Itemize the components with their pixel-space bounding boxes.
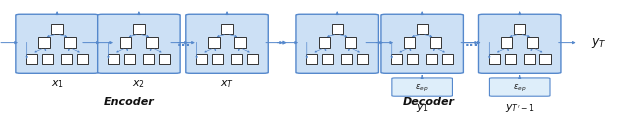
FancyBboxPatch shape (391, 54, 403, 64)
FancyBboxPatch shape (16, 15, 99, 74)
FancyBboxPatch shape (143, 54, 154, 64)
Text: $y_1$: $y_1$ (415, 101, 429, 113)
FancyBboxPatch shape (505, 54, 516, 64)
FancyBboxPatch shape (209, 38, 220, 48)
FancyBboxPatch shape (341, 54, 352, 64)
FancyBboxPatch shape (392, 78, 452, 96)
Text: Encoder: Encoder (104, 96, 155, 106)
FancyBboxPatch shape (120, 38, 131, 48)
FancyBboxPatch shape (501, 38, 512, 48)
FancyBboxPatch shape (98, 15, 180, 74)
Text: Decoder: Decoder (403, 96, 454, 106)
FancyBboxPatch shape (479, 15, 561, 74)
Text: $\epsilon_{ep}$: $\epsilon_{ep}$ (415, 82, 429, 93)
FancyBboxPatch shape (417, 25, 428, 35)
FancyBboxPatch shape (61, 54, 72, 64)
FancyBboxPatch shape (306, 54, 317, 64)
FancyBboxPatch shape (540, 54, 550, 64)
Text: ...: ... (465, 36, 479, 49)
FancyBboxPatch shape (186, 15, 268, 74)
FancyBboxPatch shape (429, 38, 441, 48)
FancyBboxPatch shape (147, 38, 157, 48)
FancyBboxPatch shape (407, 54, 419, 64)
FancyBboxPatch shape (38, 38, 50, 48)
FancyBboxPatch shape (133, 25, 145, 35)
FancyBboxPatch shape (26, 54, 37, 64)
FancyBboxPatch shape (489, 54, 500, 64)
FancyBboxPatch shape (442, 54, 453, 64)
FancyBboxPatch shape (426, 54, 437, 64)
FancyBboxPatch shape (212, 54, 223, 64)
FancyBboxPatch shape (231, 54, 242, 64)
Text: $x_1$: $x_1$ (51, 78, 63, 89)
FancyBboxPatch shape (403, 38, 415, 48)
FancyBboxPatch shape (247, 54, 258, 64)
FancyBboxPatch shape (319, 38, 330, 48)
Text: $x_T$: $x_T$ (220, 78, 234, 89)
Text: $y_{T^{\prime}-1}$: $y_{T^{\prime}-1}$ (505, 101, 534, 113)
Text: ...: ... (177, 36, 191, 49)
FancyBboxPatch shape (77, 54, 88, 64)
FancyBboxPatch shape (357, 54, 368, 64)
FancyBboxPatch shape (65, 38, 76, 48)
FancyBboxPatch shape (296, 15, 378, 74)
FancyBboxPatch shape (514, 25, 525, 35)
Text: $x_2$: $x_2$ (132, 78, 145, 89)
FancyBboxPatch shape (322, 54, 333, 64)
FancyBboxPatch shape (108, 54, 119, 64)
Text: $y_T$: $y_T$ (591, 35, 606, 49)
FancyBboxPatch shape (344, 38, 356, 48)
FancyBboxPatch shape (490, 78, 550, 96)
FancyBboxPatch shape (527, 38, 538, 48)
FancyBboxPatch shape (524, 54, 535, 64)
FancyBboxPatch shape (234, 38, 246, 48)
FancyBboxPatch shape (221, 25, 232, 35)
Text: $\epsilon_{ep}$: $\epsilon_{ep}$ (513, 82, 527, 93)
FancyBboxPatch shape (42, 54, 53, 64)
FancyBboxPatch shape (332, 25, 343, 35)
FancyBboxPatch shape (381, 15, 463, 74)
FancyBboxPatch shape (124, 54, 135, 64)
FancyBboxPatch shape (159, 54, 170, 64)
FancyBboxPatch shape (51, 25, 63, 35)
FancyBboxPatch shape (196, 54, 207, 64)
